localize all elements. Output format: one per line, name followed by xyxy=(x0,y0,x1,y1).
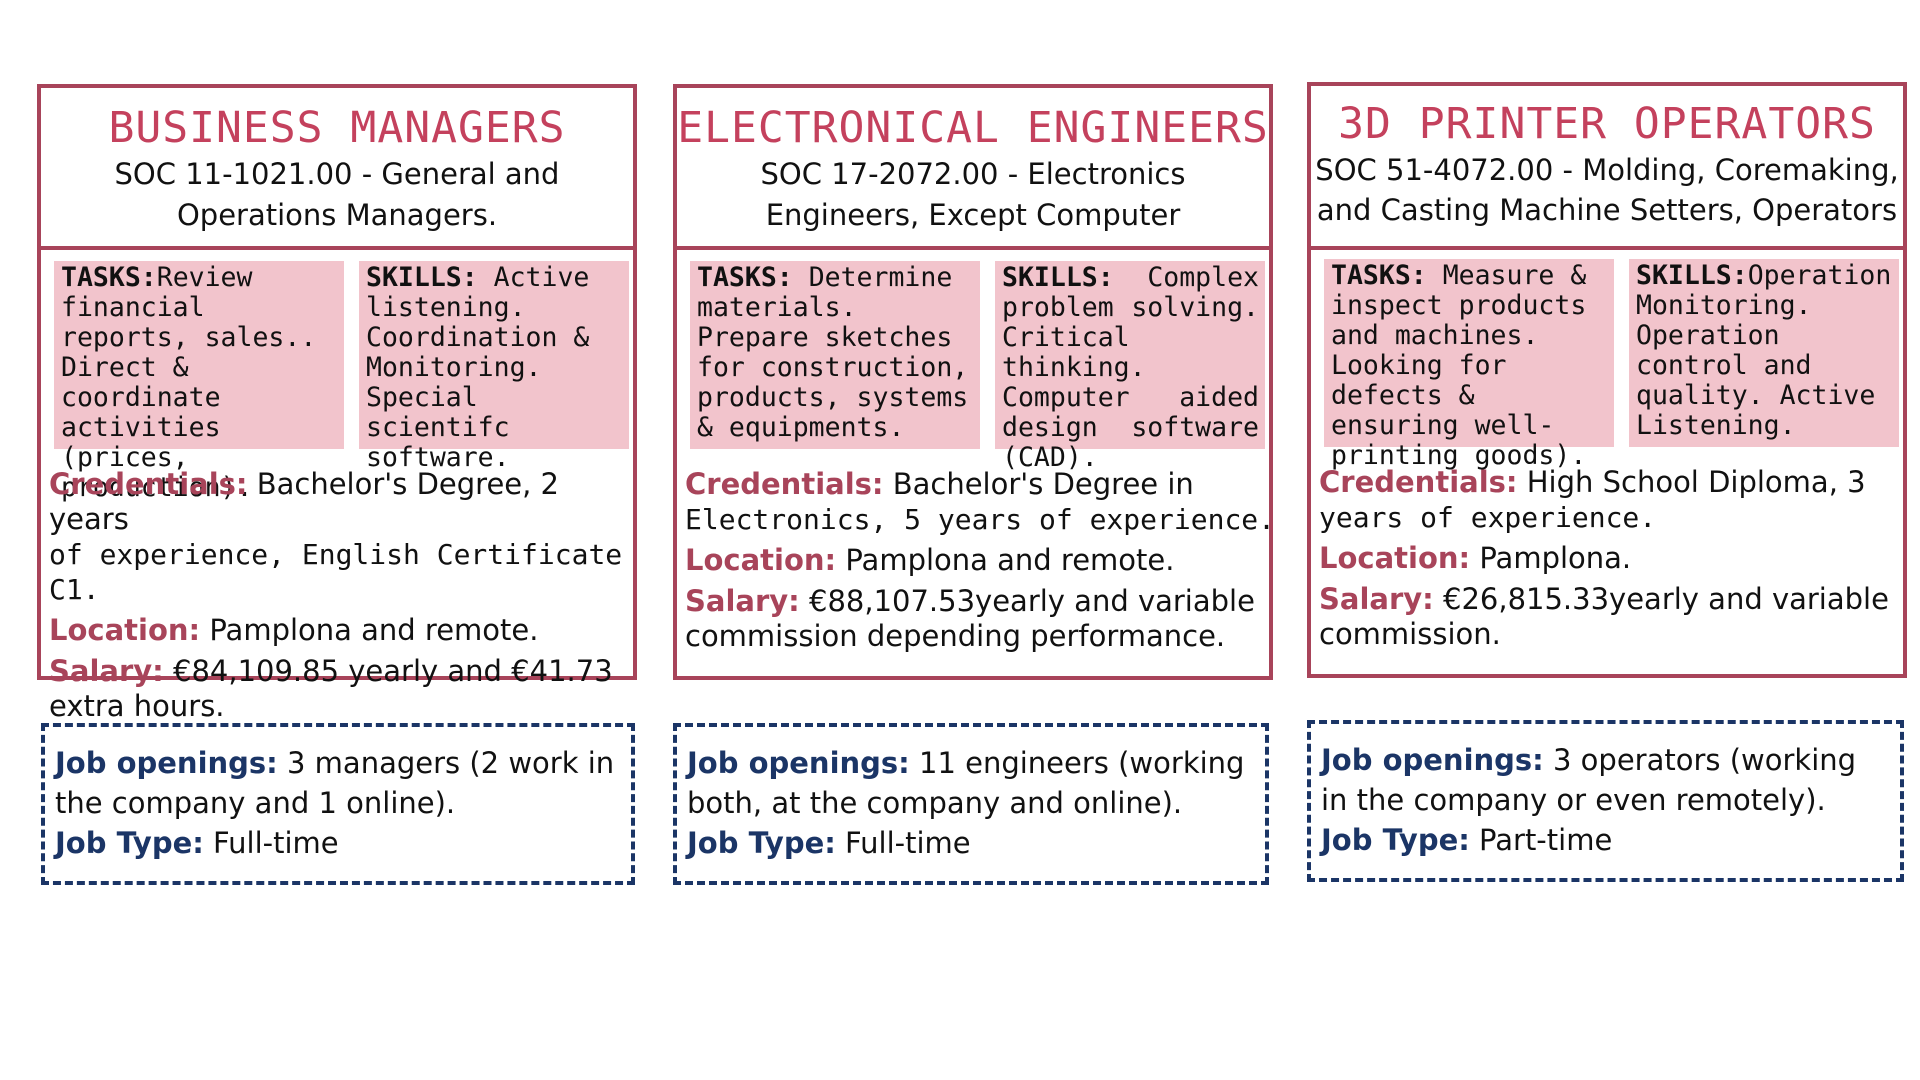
salary-text: €84,109.85 yearly and €41.73 xyxy=(163,654,613,688)
credentials-text: Bachelor's Degree in xyxy=(883,467,1194,501)
job-type-label: Job Type: xyxy=(55,826,204,860)
salary-text-cont: commission depending performance. xyxy=(685,619,1226,653)
credentials-text: High School Diploma, 3 xyxy=(1517,465,1866,499)
credentials-label: Credentials: xyxy=(685,467,884,501)
tasks-label: TASKS: xyxy=(1331,260,1427,291)
skills-text: Operation Monitoring. Operation control … xyxy=(1636,260,1892,441)
job-type-label: Job Type: xyxy=(687,826,836,860)
job-card-business-managers: BUSINESS MANAGERS SOC 11-1021.00 - Gener… xyxy=(37,84,637,723)
skills-label: SKILLS: xyxy=(1002,262,1114,293)
location-label: Location: xyxy=(685,543,837,577)
soc-code-line: Engineers, Except Computer xyxy=(765,198,1181,232)
skills-box: SKILLS: Active listening. Coordination &… xyxy=(359,261,629,473)
salary-label: Salary: xyxy=(685,584,800,618)
job-openings-text-cont: the company and 1 online). xyxy=(55,786,456,820)
job-card-3d-printer-operators: 3D PRINTER OPERATORS SOC 51-4072.00 - Mo… xyxy=(1307,82,1907,678)
info-block: Credentials: Bachelor's Degree in Electr… xyxy=(685,467,1275,654)
skills-label: SKILLS: xyxy=(366,262,478,293)
job-openings-text-cont: both, at the company and online). xyxy=(687,786,1183,820)
soc-code-line: SOC 17-2072.00 - Electronics xyxy=(760,157,1186,191)
credentials-text-cont: years of experience. xyxy=(1319,501,1657,534)
skills-label: SKILLS: xyxy=(1636,260,1748,291)
card-header: 3D PRINTER OPERATORS SOC 51-4072.00 - Mo… xyxy=(1311,86,1903,250)
tasks-text: Determine materials. Prepare sketches fo… xyxy=(697,262,969,443)
soc-code-line: and Casting Machine Setters, Operators xyxy=(1316,193,1898,227)
location-text: Pamplona and remote. xyxy=(836,543,1175,577)
info-block: Credentials: High School Diploma, 3 year… xyxy=(1319,465,1909,652)
skills-box: SKILLS: Complex problem solving. Critica… xyxy=(995,261,1265,473)
job-openings-text: 11 engineers (working xyxy=(909,746,1245,780)
location-label: Location: xyxy=(49,613,201,647)
tasks-label: TASKS: xyxy=(697,262,793,293)
job-type-text: Full-time xyxy=(203,826,339,860)
card-header: ELECTRONICAL ENGINEERS SOC 17-2072.00 - … xyxy=(677,88,1269,250)
tasks-text: Measure & inspect products and machines.… xyxy=(1331,260,1587,471)
salary-text-cont: extra hours. xyxy=(49,689,225,723)
card-title: ELECTRONICAL ENGINEERS xyxy=(677,103,1269,153)
job-openings-text-cont: in the company or even remotely). xyxy=(1321,783,1826,817)
soc-code-line: SOC 11-1021.00 - General and xyxy=(114,157,560,191)
job-openings-label: Job openings: xyxy=(1321,743,1544,777)
credentials-text-cont: Electronics, 5 years of experience. xyxy=(685,503,1276,536)
tasks-text: Review financial reports, sales.. Direct… xyxy=(61,262,317,503)
job-type-text: Full-time xyxy=(835,826,971,860)
credentials-text-cont: of experience, English Certificate C1. xyxy=(49,538,623,606)
job-openings-box: Job openings: 11 engineers (working both… xyxy=(673,723,1269,885)
location-text: Pamplona and remote. xyxy=(200,613,539,647)
salary-text: €26,815.33yearly and variable xyxy=(1433,582,1889,616)
info-block: Credentials: Bachelor's Degree, 2 years … xyxy=(49,467,639,724)
job-openings-label: Job openings: xyxy=(55,746,278,780)
job-openings-text: 3 managers (2 work in xyxy=(277,746,615,780)
card-title: 3D PRINTER OPERATORS xyxy=(1338,99,1876,149)
job-type-label: Job Type: xyxy=(1321,823,1470,857)
job-openings-label: Job openings: xyxy=(687,746,910,780)
salary-label: Salary: xyxy=(49,654,164,688)
location-text: Pamplona. xyxy=(1470,541,1632,575)
card-title: BUSINESS MANAGERS xyxy=(108,103,566,153)
card-header: BUSINESS MANAGERS SOC 11-1021.00 - Gener… xyxy=(41,88,633,250)
salary-text-cont: commission. xyxy=(1319,617,1501,651)
salary-text: €88,107.53yearly and variable xyxy=(799,584,1255,618)
job-openings-box: Job openings: 3 operators (working in th… xyxy=(1307,720,1904,882)
tasks-box: TASKS:Review financial reports, sales.. … xyxy=(54,261,344,503)
location-label: Location: xyxy=(1319,541,1471,575)
tasks-label: TASKS: xyxy=(61,262,157,293)
soc-code-line: Operations Managers. xyxy=(176,198,498,232)
job-type-text: Part-time xyxy=(1469,823,1613,857)
tasks-box: TASKS: Determine materials. Prepare sket… xyxy=(690,261,980,449)
job-openings-box: Job openings: 3 managers (2 work in the … xyxy=(41,723,635,885)
skills-text: Complex problem solving. Critical thinki… xyxy=(1002,262,1259,473)
salary-label: Salary: xyxy=(1319,582,1434,616)
soc-code-line: SOC 51-4072.00 - Molding, Coremaking, xyxy=(1315,153,1899,187)
tasks-box: TASKS: Measure & inspect products and ma… xyxy=(1324,259,1614,471)
skills-text: Active listening. Coordination & Monitor… xyxy=(366,262,590,473)
credentials-text: Bachelor's Degree, 2 years xyxy=(49,467,560,536)
skills-box: SKILLS:Operation Monitoring. Operation c… xyxy=(1629,259,1899,447)
credentials-label: Credentials: xyxy=(49,467,248,501)
job-openings-text: 3 operators (working xyxy=(1543,743,1857,777)
credentials-label: Credentials: xyxy=(1319,465,1518,499)
job-card-electronical-engineers: ELECTRONICAL ENGINEERS SOC 17-2072.00 - … xyxy=(673,84,1275,680)
